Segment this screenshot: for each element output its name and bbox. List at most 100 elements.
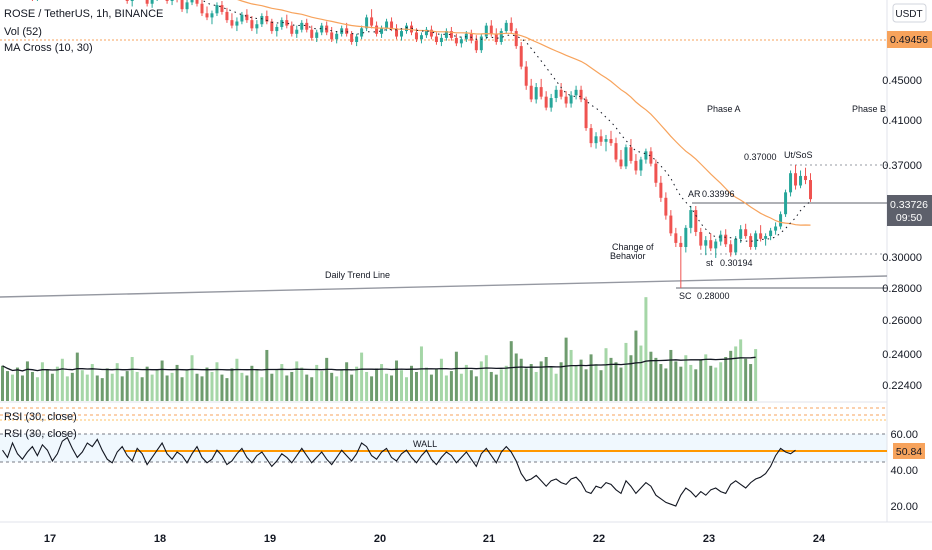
volume-bar <box>375 368 379 401</box>
volume-bar <box>724 357 728 401</box>
price-tick: 0.41000 <box>882 115 922 127</box>
candle-body <box>365 17 369 29</box>
volume-bar <box>290 371 294 401</box>
candle-body <box>754 233 758 247</box>
volume-bar <box>609 357 613 401</box>
volume-bar <box>185 370 189 401</box>
volume-bar <box>494 374 498 401</box>
volume-bar <box>145 366 149 401</box>
candle-body <box>260 16 264 25</box>
volume-bar <box>434 369 438 401</box>
volume-bar <box>260 377 264 401</box>
time-tick: 20 <box>374 533 386 545</box>
volume-bar <box>469 370 473 401</box>
volume-bar <box>519 358 523 401</box>
candle-body <box>255 24 259 29</box>
candle-body <box>240 14 244 22</box>
volume-bar <box>544 357 548 401</box>
volume-bar <box>419 346 423 401</box>
volume-bar <box>699 359 703 401</box>
annotation-st-value: 0.30194 <box>720 258 753 268</box>
volume-bar <box>644 297 648 401</box>
candle-body <box>310 29 314 38</box>
volume-bar <box>444 375 448 401</box>
volume-bar <box>225 378 229 401</box>
candle-body <box>145 0 149 4</box>
volume-bar <box>629 355 633 401</box>
candle-body <box>245 14 249 21</box>
volume-bar <box>325 357 329 401</box>
volume-bar <box>504 365 508 401</box>
candle-body <box>375 25 379 34</box>
volume-bar <box>499 369 503 401</box>
candle-body <box>654 163 658 183</box>
candle-body <box>659 182 663 198</box>
rsi-line <box>2 436 796 507</box>
volume-bar <box>669 349 673 401</box>
volume-bar <box>20 375 24 401</box>
volume-bar <box>240 372 244 401</box>
volume-bar <box>295 361 299 401</box>
candle-body <box>734 238 738 253</box>
candle-body <box>569 95 573 104</box>
candle-body <box>180 0 184 10</box>
candle-body <box>230 20 234 26</box>
candles <box>31 0 813 288</box>
candle-body <box>639 159 643 171</box>
currency-text: USDT <box>895 9 922 20</box>
candle-body <box>614 143 618 160</box>
candle-body <box>150 0 154 4</box>
volume-bar <box>210 371 214 401</box>
volume-bar <box>554 373 558 401</box>
candle-body <box>225 11 229 21</box>
candle-body <box>704 240 708 246</box>
rsi-value-text: 50.84 <box>896 446 922 458</box>
volume-bar <box>255 370 259 401</box>
price-tick: 0.30000 <box>882 252 922 264</box>
volume-bar <box>489 371 493 401</box>
price-tick: 0.37000 <box>882 160 922 172</box>
candle-body <box>235 21 239 26</box>
candle-body <box>185 2 189 10</box>
volume-bar <box>360 352 364 401</box>
volume-bar <box>594 364 598 401</box>
candle-body <box>270 21 274 32</box>
candle-body <box>380 28 384 34</box>
candle-body <box>350 33 354 42</box>
volume-bar <box>60 358 64 401</box>
volume-indicator-label[interactable]: Vol (52) <box>4 26 42 38</box>
volume-bar <box>659 364 663 401</box>
volume-bar <box>549 367 553 401</box>
annotation-ar-value: 0.33996 <box>702 189 735 199</box>
candle-body <box>215 5 219 14</box>
volume-bar <box>604 348 608 401</box>
candle-body <box>779 214 783 227</box>
volume-bar <box>215 362 219 401</box>
price-tick: 0.24000 <box>882 349 922 361</box>
volume-bar <box>459 373 463 401</box>
candle-body <box>759 233 763 239</box>
volume-bar <box>380 364 384 401</box>
rsi-indicator-label[interactable]: RSI (30, close) <box>4 411 77 423</box>
volume-bar <box>205 367 209 401</box>
volume-bar <box>25 361 29 401</box>
volume-bar <box>395 360 399 401</box>
candle-body <box>809 180 813 200</box>
volume-bar <box>50 373 54 401</box>
symbol-title[interactable]: ROSE / TetherUS, 1h, BINANCE <box>4 8 164 20</box>
volume-bar <box>474 376 478 401</box>
candle-body <box>424 29 428 36</box>
time-tick: 18 <box>154 533 166 545</box>
currency-label[interactable]: USDT <box>892 3 927 23</box>
volume-bar <box>714 367 718 401</box>
candle-body <box>479 36 483 51</box>
candle-body <box>594 136 598 144</box>
rsi-indicator-label-2[interactable]: RSI (30, close) <box>4 428 77 440</box>
daily-trend-line <box>0 275 888 298</box>
candle-body <box>300 22 304 30</box>
time-tick: 19 <box>264 533 276 545</box>
ma-cross-indicator-label[interactable]: MA Cross (10, 30) <box>4 42 93 54</box>
volume-bar <box>15 367 19 401</box>
volume-bar <box>749 364 753 401</box>
